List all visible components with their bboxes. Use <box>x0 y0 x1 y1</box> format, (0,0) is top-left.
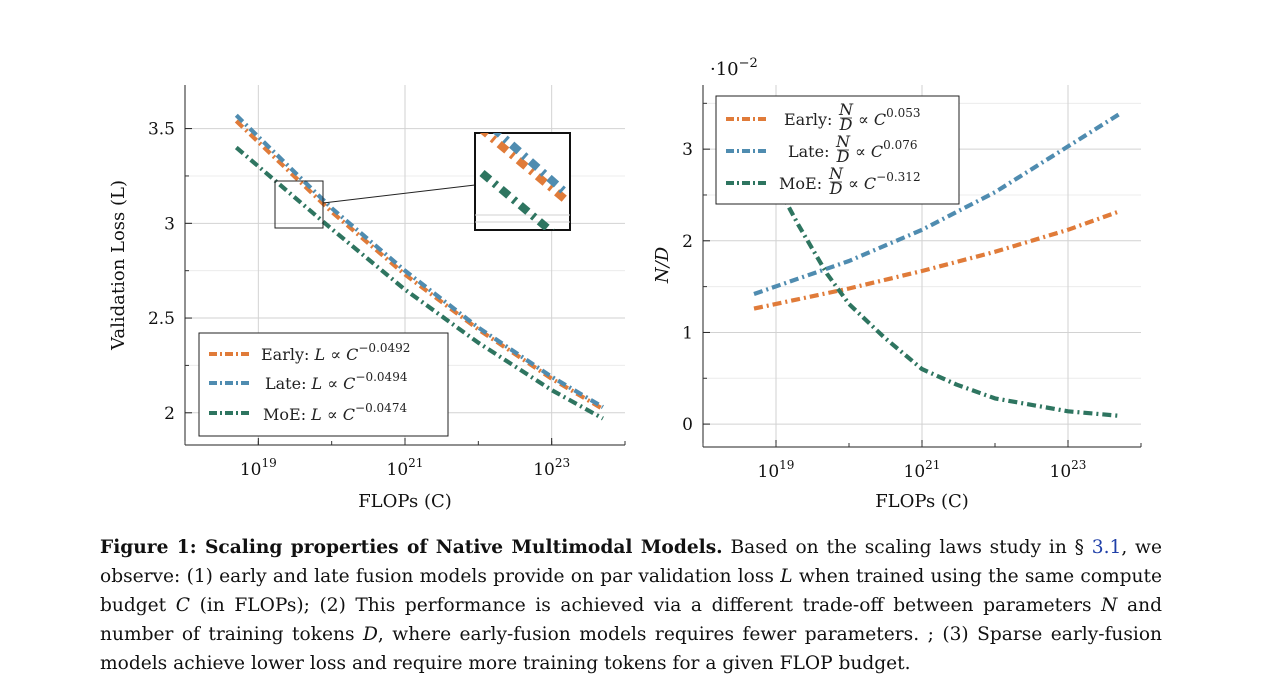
caption-text-2: , we observe: (1) early and late fusion … <box>100 537 1162 587</box>
left-y-axis-label: Validation Loss (L) <box>108 180 129 351</box>
caption-symbol-l: L <box>780 566 793 587</box>
y-tick-label: 2 <box>682 232 693 252</box>
svg-text:D: D <box>829 179 843 198</box>
svg-text:D: D <box>839 115 853 134</box>
legend-fraction-late: N D <box>835 132 851 166</box>
right-y-multiplier: ·10−2 <box>710 56 758 80</box>
caption-text-3: when trained using the same compute budg… <box>100 566 1162 616</box>
y-tick-label: 2.5 <box>148 309 175 329</box>
right-series-group <box>752 112 1121 418</box>
legend-entry-early: Early: L ∝ C−0.0492 <box>261 341 410 364</box>
right-x-axis-label: FLOPs (C) <box>875 491 969 512</box>
right-ticks: 0 1 2 3 1019 1021 1023 <box>682 102 1142 482</box>
y-tick-label: 1 <box>682 323 693 343</box>
left-series-group <box>234 113 604 421</box>
x-tick-label: 1021 <box>387 456 424 480</box>
inset-late-line <box>492 133 569 196</box>
legend-entry-early-nd: Early: <box>784 110 832 129</box>
legend-entry-moe: MoE: L ∝ C−0.0474 <box>263 401 407 424</box>
caption-text-1: Based on the scaling laws study in § <box>722 537 1092 558</box>
right-legend: Early: N D ∝ C0.053 Late: N D ∝ C0.076 M… <box>715 95 960 205</box>
svg-text:N: N <box>828 164 844 183</box>
left-legend: Early: L ∝ C−0.0492 Late: L ∝ C−0.0494 M… <box>198 332 449 437</box>
y-tick-label: 2 <box>164 404 175 424</box>
caption-symbol-n: N <box>1101 595 1118 616</box>
svg-text:N: N <box>835 132 851 151</box>
y-tick-label: 0 <box>682 415 693 435</box>
caption-text-5: and number of training tokens <box>100 595 1163 645</box>
x-tick-label: 1023 <box>533 456 570 480</box>
zoom-inset-content <box>475 133 570 230</box>
left-ticks: 2 2.5 3 3.5 1019 1021 1023 <box>148 120 626 480</box>
svg-text:D: D <box>836 147 850 166</box>
inset-early-line <box>479 133 570 205</box>
legend-entry-late: Late: L ∝ C−0.0494 <box>265 370 408 393</box>
legend-entry-late-nd: Late: <box>788 142 829 161</box>
zoom-box <box>274 180 324 229</box>
svg-text:N: N <box>838 100 854 119</box>
caption-text-4: (in FLOPs); (2) This performance is achi… <box>189 595 1102 616</box>
legend-fraction-early: N D <box>838 100 854 134</box>
left-x-axis-label: FLOPs (C) <box>358 491 452 512</box>
legend-entry-moe-nd: MoE: <box>779 174 822 193</box>
legend-fraction-moe: N D <box>828 164 844 198</box>
caption-symbol-d: D <box>362 624 378 645</box>
x-tick-label: 1023 <box>1050 458 1087 482</box>
inset-moe-line <box>479 169 555 230</box>
right-chart: 0 1 2 3 1019 1021 1023 ·10−2 FLOPs (C) N/D Ear… <box>652 56 1142 512</box>
x-tick-label: 1019 <box>240 456 277 480</box>
left-series-late <box>234 113 604 409</box>
left-legend-box <box>198 332 449 437</box>
right-y-axis-label: N/D <box>652 246 673 284</box>
right-series-late <box>753 112 1121 296</box>
right-series-early <box>753 209 1120 311</box>
y-tick-label: 3 <box>164 214 175 234</box>
y-tick-label: 3.5 <box>148 120 175 140</box>
right-series-moe <box>752 139 1120 418</box>
y-tick-label: 3 <box>682 140 693 160</box>
zoom-connector <box>322 184 476 204</box>
left-chart: 2 2.5 3 3.5 1019 1021 1023 FLOPs (C) Validatio… <box>108 85 626 512</box>
section-ref-link[interactable]: 3.1 <box>1091 537 1122 558</box>
x-tick-label: 1019 <box>758 458 795 482</box>
caption-text-6: , where early-fusion models requires few… <box>100 624 1162 674</box>
figure-caption: Figure 1: Scaling properties of Native M… <box>100 533 1162 678</box>
caption-label: Figure 1: Scaling properties of Native M… <box>100 537 723 558</box>
x-tick-label: 1021 <box>904 458 941 482</box>
caption-symbol-c: C <box>175 595 190 616</box>
